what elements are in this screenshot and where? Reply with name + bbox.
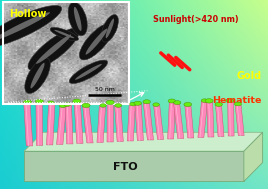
Ellipse shape [85,29,107,55]
Ellipse shape [59,103,67,108]
Ellipse shape [83,105,89,107]
Ellipse shape [69,60,107,84]
Ellipse shape [205,99,213,103]
Ellipse shape [106,19,114,38]
Polygon shape [207,102,214,137]
Ellipse shape [154,105,160,106]
Text: Gold: Gold [236,71,261,81]
Ellipse shape [153,103,159,106]
Polygon shape [244,132,263,181]
Ellipse shape [207,101,213,102]
Ellipse shape [74,7,81,31]
Ellipse shape [60,105,66,107]
Ellipse shape [64,103,71,106]
Ellipse shape [99,105,106,107]
Polygon shape [185,105,194,138]
Polygon shape [235,105,244,136]
Polygon shape [57,106,66,144]
Ellipse shape [143,102,149,103]
Polygon shape [107,103,113,142]
Polygon shape [24,132,263,151]
Polygon shape [115,106,123,141]
Ellipse shape [201,99,208,102]
Ellipse shape [65,104,72,106]
Ellipse shape [100,104,106,107]
Ellipse shape [47,101,54,105]
Text: Sunlight(>420 nm): Sunlight(>420 nm) [153,15,239,24]
Ellipse shape [174,101,181,105]
Ellipse shape [235,104,241,106]
Ellipse shape [79,23,114,60]
Ellipse shape [234,102,241,106]
Ellipse shape [28,28,79,70]
Ellipse shape [215,104,221,106]
Ellipse shape [82,103,90,108]
Ellipse shape [202,101,207,102]
Polygon shape [46,104,55,145]
Ellipse shape [184,102,192,107]
Ellipse shape [115,104,122,107]
Ellipse shape [169,101,175,103]
Polygon shape [127,105,135,141]
Ellipse shape [129,104,135,106]
Ellipse shape [50,27,79,41]
Ellipse shape [36,34,71,64]
Text: 50 nm: 50 nm [95,87,114,92]
Bar [3,2,129,104]
Ellipse shape [25,58,50,94]
Ellipse shape [134,101,142,105]
Text: Hollow: Hollow [9,9,47,19]
Ellipse shape [31,63,44,88]
Ellipse shape [168,99,176,103]
Polygon shape [24,151,244,181]
Ellipse shape [68,2,87,36]
Ellipse shape [24,100,32,105]
Ellipse shape [74,101,80,103]
Polygon shape [174,103,184,139]
Ellipse shape [174,102,180,104]
Ellipse shape [35,99,43,103]
Polygon shape [198,101,207,137]
Ellipse shape [215,102,222,106]
Ellipse shape [24,102,30,104]
Polygon shape [97,106,106,143]
Text: FTO: FTO [113,162,137,172]
Polygon shape [135,104,143,140]
Ellipse shape [54,30,75,38]
Ellipse shape [106,100,114,105]
Ellipse shape [107,102,113,104]
Ellipse shape [49,103,55,105]
Polygon shape [74,102,83,143]
Ellipse shape [101,15,118,42]
Polygon shape [83,106,93,143]
Ellipse shape [0,5,62,47]
Polygon shape [143,103,154,140]
Polygon shape [65,105,73,144]
Ellipse shape [73,99,81,104]
Ellipse shape [115,105,121,107]
Polygon shape [24,103,33,146]
Polygon shape [154,105,163,139]
Polygon shape [215,105,224,136]
Ellipse shape [36,101,42,103]
Ellipse shape [75,64,102,80]
Polygon shape [36,102,43,145]
Ellipse shape [226,98,234,103]
Ellipse shape [185,104,191,106]
Polygon shape [228,101,234,136]
Polygon shape [168,102,175,139]
Ellipse shape [130,102,136,106]
Ellipse shape [135,103,141,105]
Ellipse shape [228,101,234,102]
Text: Hematite: Hematite [212,96,261,105]
Ellipse shape [143,100,150,104]
Ellipse shape [0,12,50,41]
